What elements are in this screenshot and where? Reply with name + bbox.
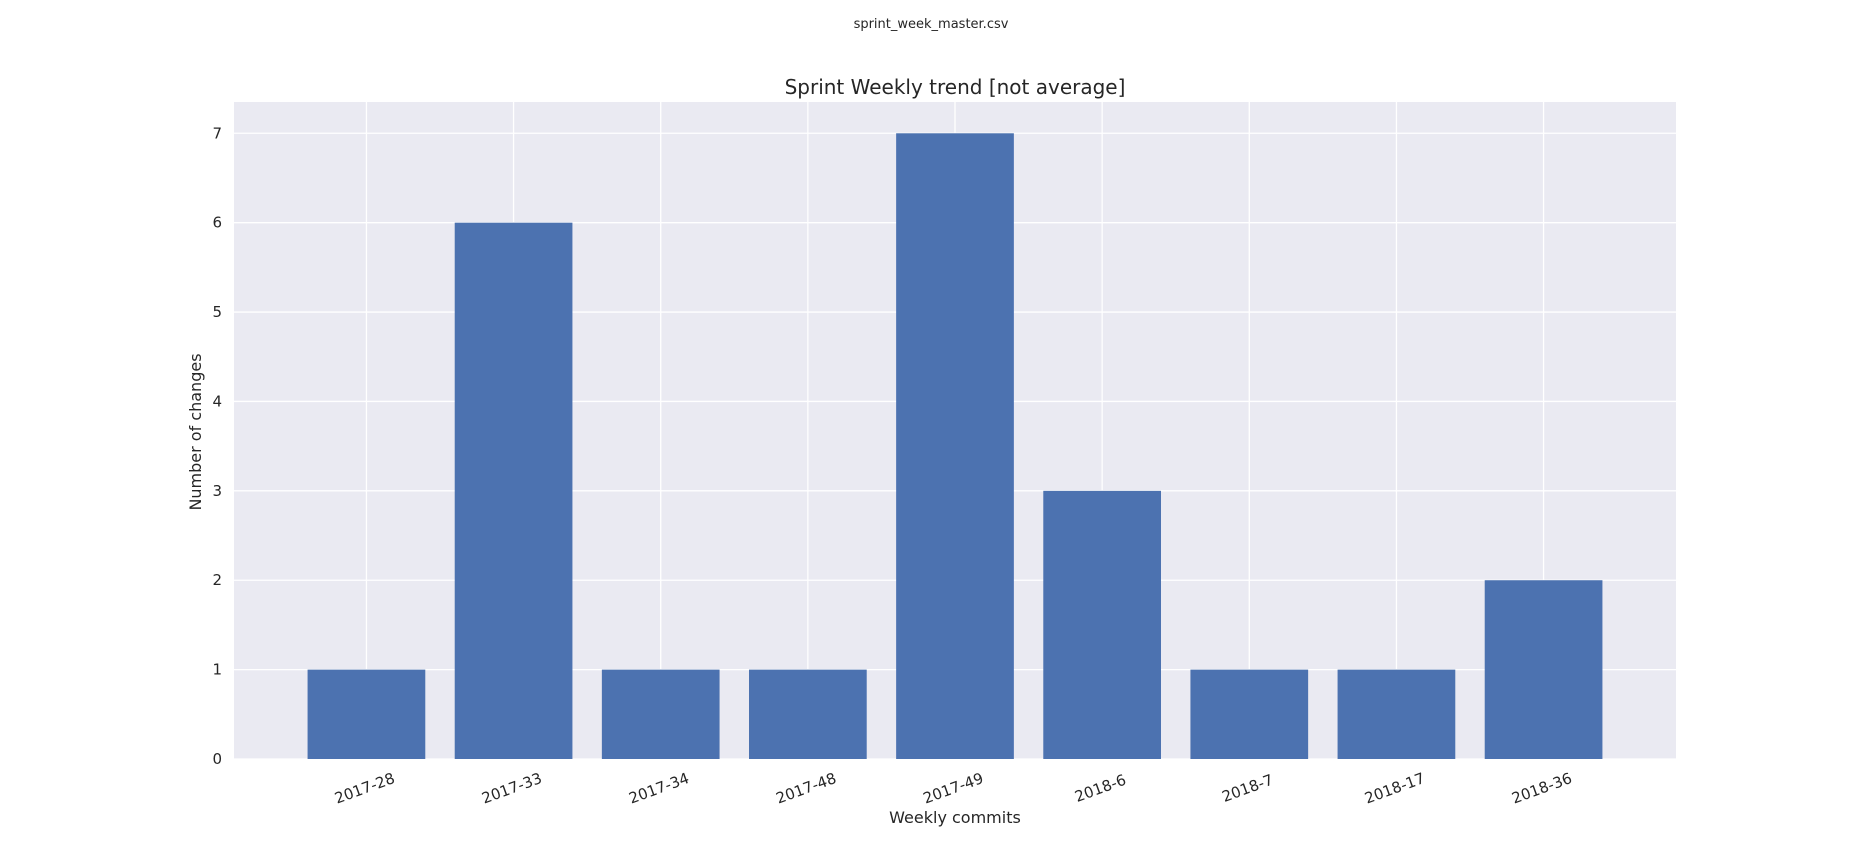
x-tick-label: 2018-17 xyxy=(1362,769,1427,807)
y-tick-labels: 0 1 2 3 4 5 6 7 xyxy=(212,124,222,768)
y-tick-label: 2 xyxy=(212,571,222,589)
bar-2017-48 xyxy=(749,669,867,759)
bar-2017-33 xyxy=(454,222,573,759)
y-axis-label: Number of changes xyxy=(186,353,205,510)
bar-2017-28 xyxy=(307,669,426,759)
bar-2018-36 xyxy=(1484,580,1603,759)
y-tick-label: 7 xyxy=(212,124,222,142)
chart-title: Sprint Weekly trend [not average] xyxy=(785,75,1126,99)
x-tick-label: 2017-28 xyxy=(332,769,397,807)
bars-layer xyxy=(307,133,1603,760)
bar-2017-49 xyxy=(896,133,1014,760)
y-tick-label: 6 xyxy=(212,214,222,232)
x-tick-labels: 2017-28 2017-33 2017-34 2017-48 2017-49 2018-… xyxy=(332,769,1574,807)
y-tick-label: 5 xyxy=(212,303,222,321)
x-tick-label: 2017-33 xyxy=(479,769,544,807)
bar-2018-7 xyxy=(1190,669,1309,759)
x-tick-label: 2017-48 xyxy=(774,769,839,807)
bar-2017-34 xyxy=(601,669,720,759)
x-tick-label: 2018-6 xyxy=(1072,771,1128,806)
x-tick-label: 2017-49 xyxy=(921,769,986,807)
x-tick-label: 2017-34 xyxy=(626,769,691,807)
bar-2018-17 xyxy=(1337,669,1456,759)
y-tick-label: 1 xyxy=(212,661,222,679)
file-title: sprint_week_master.csv xyxy=(854,17,1009,32)
y-tick-label: 0 xyxy=(212,750,222,768)
y-tick-label: 4 xyxy=(212,392,222,410)
bar-2018-6 xyxy=(1043,490,1161,759)
y-tick-label: 3 xyxy=(212,482,222,500)
x-axis-label: Weekly commits xyxy=(889,808,1021,827)
x-tick-label: 2018-7 xyxy=(1220,771,1276,806)
x-tick-label: 2018-36 xyxy=(1509,769,1574,807)
